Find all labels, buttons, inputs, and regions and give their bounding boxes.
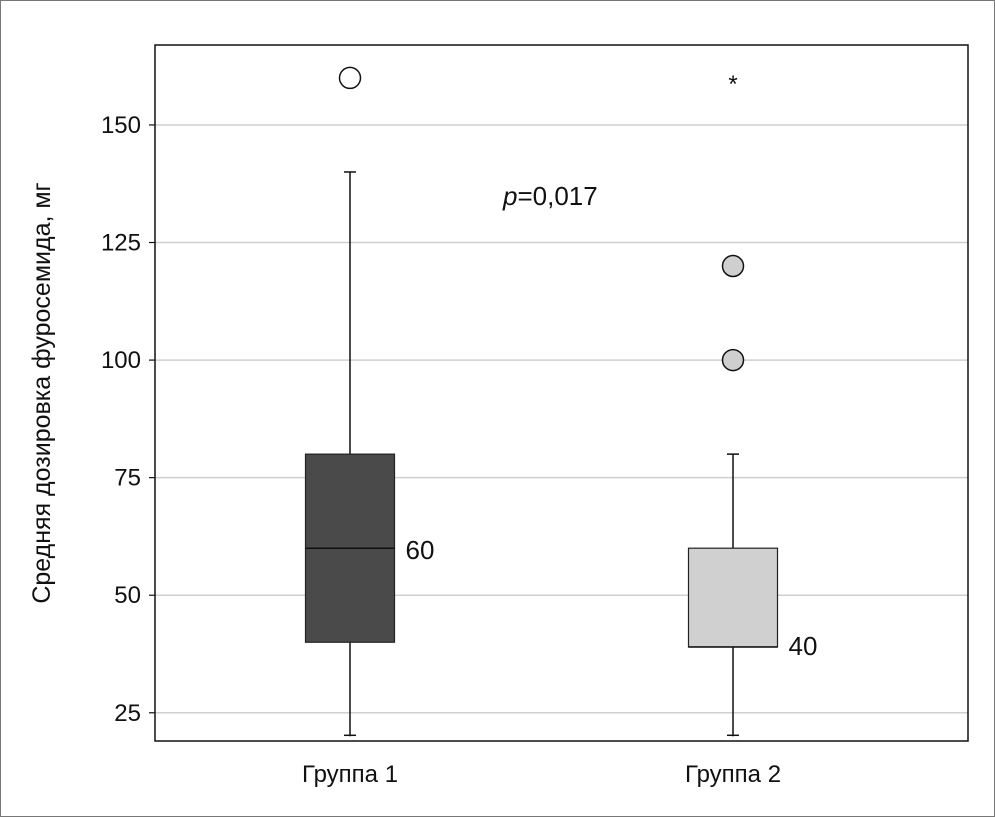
p-value-annotation: p=0,017 (502, 181, 598, 211)
outlier-point (721, 348, 745, 372)
y-tick-label: 75 (114, 465, 141, 492)
y-tick-label: 150 (101, 112, 141, 139)
x-category-label: Группа 2 (685, 761, 781, 788)
x-category-label: Группа 1 (302, 761, 398, 788)
box-iqr (687, 547, 779, 648)
y-tick-label: 125 (101, 230, 141, 257)
median-label: 60 (406, 535, 435, 565)
y-axis-label: Средняя дозировка фуросемида, мг (28, 182, 56, 603)
plot-area-border (154, 44, 969, 742)
outlier-point (338, 66, 362, 90)
outlier-point (721, 254, 745, 278)
extreme-outlier-star-icon: * (728, 71, 737, 98)
median-label: 40 (789, 631, 818, 661)
y-tick-label: 100 (101, 347, 141, 374)
y-tick-label: 25 (114, 700, 141, 727)
box-2: 40 * (687, 71, 818, 737)
y-tick-label: 50 (114, 582, 141, 609)
box-1: 60 (304, 66, 435, 737)
